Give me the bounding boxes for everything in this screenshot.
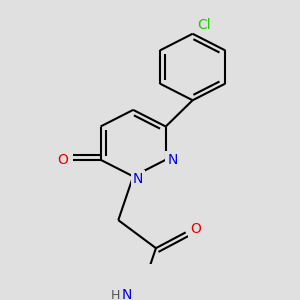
Text: Cl: Cl bbox=[198, 18, 211, 32]
Text: O: O bbox=[190, 222, 201, 236]
Text: O: O bbox=[58, 153, 68, 167]
Text: N: N bbox=[122, 288, 132, 300]
Text: H: H bbox=[111, 289, 120, 300]
Text: N: N bbox=[167, 153, 178, 167]
Text: N: N bbox=[133, 172, 143, 186]
